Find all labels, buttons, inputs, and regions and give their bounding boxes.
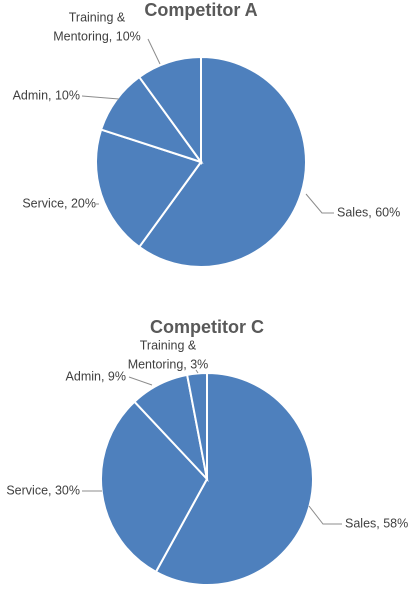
chart-competitor-a: Competitor A Sales, 60% Service, 20% Admin… xyxy=(13,0,401,268)
data-label-line-admin-competitor-a: Admin, 10% xyxy=(13,88,80,102)
pie-slices-competitor-a xyxy=(94,55,307,268)
leader-line-admin-competitor-c xyxy=(128,376,153,386)
data-label-line-sales-competitor-c: Sales, 58% xyxy=(345,516,408,530)
leader-line-training-mentoring-competitor-a xyxy=(147,38,161,65)
pie-slice-sales-competitor-c xyxy=(154,371,314,586)
data-label-line-training-mentoring-competitor-c: Mentoring, 3% xyxy=(128,357,209,371)
chart-title-competitor-a: Competitor A xyxy=(144,0,257,20)
chart-competitor-c: Competitor C Sales, 58% Service, 30% Admin… xyxy=(6,317,408,586)
data-label-admin-competitor-c: Admin, 9% xyxy=(66,369,126,383)
pie-slice-training-mentoring-competitor-a xyxy=(137,55,202,166)
data-label-line-training-mentoring-competitor-a: Mentoring, 10% xyxy=(53,29,141,43)
pie-slice-training-mentoring-competitor-c xyxy=(185,371,208,480)
pie-slice-service-competitor-a xyxy=(94,128,203,249)
data-label-line-sales-competitor-a: Sales, 60% xyxy=(337,205,400,219)
data-label-training-mentoring-competitor-a: Training & Mentoring, 10% xyxy=(53,10,141,43)
pie-slice-sales-competitor-a xyxy=(137,55,307,268)
data-label-line-admin-competitor-c: Admin, 9% xyxy=(66,369,126,383)
data-labels-competitor-c: Sales, 58%Service, 30%Admin, 9%Training … xyxy=(6,338,408,530)
data-label-sales-competitor-c: Sales, 58% xyxy=(345,516,408,530)
chart-title-competitor-c: Competitor C xyxy=(150,317,264,337)
data-label-line-training-mentoring-competitor-c: Training & xyxy=(140,338,197,352)
data-label-training-mentoring-competitor-c: Training & Mentoring, 3% xyxy=(128,338,209,371)
data-label-service-competitor-c: Service, 30% xyxy=(6,483,80,497)
leader-line-sales-competitor-a xyxy=(305,193,334,214)
data-labels-competitor-a: Sales, 60% Service, 20% Admin, 10% Training… xyxy=(13,10,401,219)
leader-line-training-mentoring-competitor-c xyxy=(195,369,199,374)
leader-lines-competitor-c xyxy=(82,369,342,525)
data-label-line-service-competitor-c: Service, 30% xyxy=(6,483,80,497)
leader-line-sales-competitor-c xyxy=(308,505,342,525)
data-label-admin-competitor-a: Admin, 10% xyxy=(13,88,80,102)
data-label-sales-competitor-a: Sales, 60% xyxy=(337,205,400,219)
pie-slices-competitor-c xyxy=(100,371,314,586)
pie-slice-service-competitor-c xyxy=(100,400,209,574)
data-label-line-training-mentoring-competitor-a: Training & xyxy=(69,10,126,24)
leader-lines-competitor-a xyxy=(81,38,334,214)
data-label-service-competitor-a: Service, 20% xyxy=(22,196,96,210)
data-label-line-service-competitor-a: Service, 20% xyxy=(22,196,96,210)
leader-line-admin-competitor-a xyxy=(81,95,120,100)
